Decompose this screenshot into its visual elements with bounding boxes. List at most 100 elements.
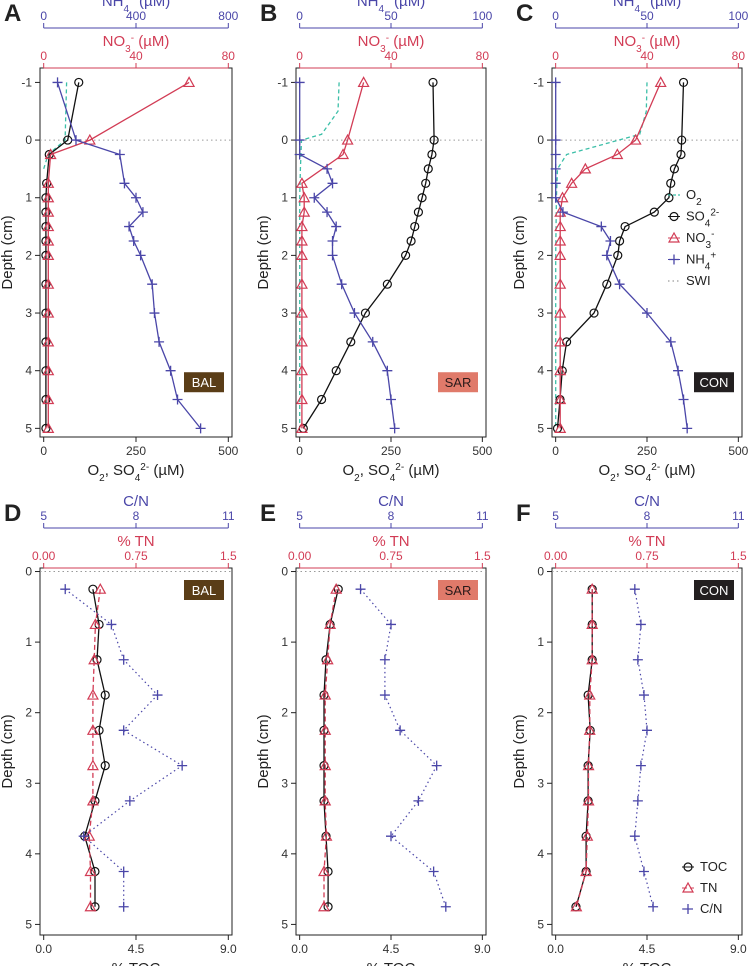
y-tick-label: 4 bbox=[537, 847, 544, 861]
y-tick-label: 0 bbox=[281, 133, 288, 147]
y-tick-label: 0 bbox=[25, 565, 32, 579]
data-point bbox=[440, 901, 451, 912]
data-point bbox=[195, 423, 206, 434]
x-tick-label-outer: 5 bbox=[296, 509, 303, 523]
label-part: % TN bbox=[372, 533, 409, 550]
data-point bbox=[664, 193, 674, 203]
label-part: ( bbox=[149, 462, 158, 479]
data-point bbox=[550, 192, 561, 203]
label-part: 4 bbox=[390, 473, 396, 484]
series-line bbox=[555, 82, 648, 429]
data-point bbox=[327, 250, 338, 261]
series-cn bbox=[355, 584, 451, 912]
x-tick-label-inner: 0.75 bbox=[124, 549, 148, 563]
label-part: 4 bbox=[123, 4, 129, 15]
x-tick-label-bottom: 9.0 bbox=[220, 942, 237, 956]
y-tick-label: 2 bbox=[281, 248, 288, 262]
y-axis-label: Depth (cm) bbox=[0, 714, 16, 788]
label-part: 3 bbox=[706, 240, 712, 251]
data-point bbox=[554, 234, 567, 246]
data-point bbox=[298, 191, 311, 203]
series-so42 bbox=[552, 77, 689, 433]
data-point bbox=[71, 135, 81, 146]
data-point bbox=[327, 235, 338, 246]
data-point bbox=[379, 654, 390, 665]
data-point bbox=[428, 866, 439, 877]
label-part: (µM) bbox=[389, 33, 424, 50]
data-point bbox=[124, 795, 135, 806]
data-point bbox=[322, 163, 333, 174]
label-part: , SO bbox=[616, 462, 646, 479]
data-point bbox=[147, 279, 158, 290]
series-o2 bbox=[555, 82, 648, 429]
data-point bbox=[570, 900, 583, 912]
label-part: NO bbox=[103, 33, 126, 50]
series-line bbox=[556, 82, 685, 429]
x-tick-label-outer: 11 bbox=[732, 509, 745, 523]
data-point bbox=[638, 866, 649, 877]
y-tick-label: 4 bbox=[281, 364, 288, 378]
data-point bbox=[602, 279, 612, 289]
data-point bbox=[565, 177, 578, 188]
data-point bbox=[583, 724, 596, 735]
x-tick-label-bottom: 250 bbox=[637, 444, 657, 458]
label-part: C/N bbox=[123, 493, 149, 510]
label-part: SWI bbox=[686, 273, 711, 288]
data-point bbox=[355, 584, 366, 595]
data-point bbox=[86, 688, 99, 700]
panel-D: D 0 1 2 3 4 5 Depth (cm) 0.0 4.5 9.0 % TOC 0.00 0.75 1… bbox=[0, 493, 237, 966]
y-tick-label: 1 bbox=[537, 191, 544, 205]
data-point bbox=[550, 135, 561, 146]
data-point bbox=[421, 178, 431, 188]
label-part: 2- bbox=[395, 462, 404, 473]
data-point bbox=[665, 336, 676, 347]
label-part: 4 bbox=[378, 4, 384, 15]
data-point bbox=[431, 760, 442, 771]
site-badge-label: BAL bbox=[192, 375, 217, 390]
data-point bbox=[42, 177, 55, 188]
data-point bbox=[379, 690, 390, 701]
x-axis-label-bottom: O2, SO42- (µM) bbox=[598, 462, 695, 484]
y-axis-label: Depth (cm) bbox=[511, 714, 528, 788]
data-point bbox=[152, 690, 163, 701]
series-no3 bbox=[295, 76, 370, 433]
data-point bbox=[294, 149, 305, 160]
x-tick-label-bottom: 0.0 bbox=[291, 942, 308, 956]
label-part: ( bbox=[660, 462, 669, 479]
data-point bbox=[550, 178, 561, 189]
legend-marker bbox=[681, 881, 695, 893]
x-axis-label-outer: NH4+ (µM) bbox=[613, 0, 681, 15]
x-tick-label-outer: 400 bbox=[126, 9, 146, 23]
series-line bbox=[575, 589, 593, 907]
y-tick-label: 2 bbox=[537, 248, 544, 262]
data-point bbox=[319, 724, 332, 735]
x-tick-label-inner: 0.75 bbox=[379, 549, 403, 563]
data-point bbox=[44, 148, 57, 160]
data-point bbox=[428, 77, 438, 88]
data-point bbox=[586, 618, 599, 630]
y-tick-label: 3 bbox=[25, 776, 32, 790]
y-tick-label: 2 bbox=[25, 706, 32, 720]
legend-label: TN bbox=[700, 880, 717, 895]
x-tick-label-outer: 8 bbox=[388, 509, 395, 523]
data-point bbox=[605, 235, 616, 246]
data-point bbox=[579, 162, 592, 174]
data-point bbox=[582, 759, 595, 771]
legend-label: NH4+ bbox=[686, 250, 716, 272]
x-tick-label-inner: 40 bbox=[129, 49, 143, 63]
x-tick-label-bottom: 0 bbox=[552, 444, 559, 458]
data-point bbox=[100, 761, 110, 771]
x-tick-label-outer: 800 bbox=[218, 9, 238, 23]
label-part: + bbox=[384, 0, 390, 4]
label-part: µ bbox=[413, 462, 422, 479]
x-axis-label-bottom: % TOC bbox=[367, 960, 416, 966]
data-point bbox=[357, 76, 370, 88]
label-part: 2- bbox=[651, 462, 660, 473]
panel-letter: B bbox=[260, 0, 277, 27]
data-point bbox=[294, 135, 305, 146]
label-part: % TOC bbox=[623, 960, 672, 966]
data-point bbox=[86, 724, 99, 735]
label-part: % TN bbox=[117, 533, 154, 550]
series-line bbox=[323, 589, 339, 907]
